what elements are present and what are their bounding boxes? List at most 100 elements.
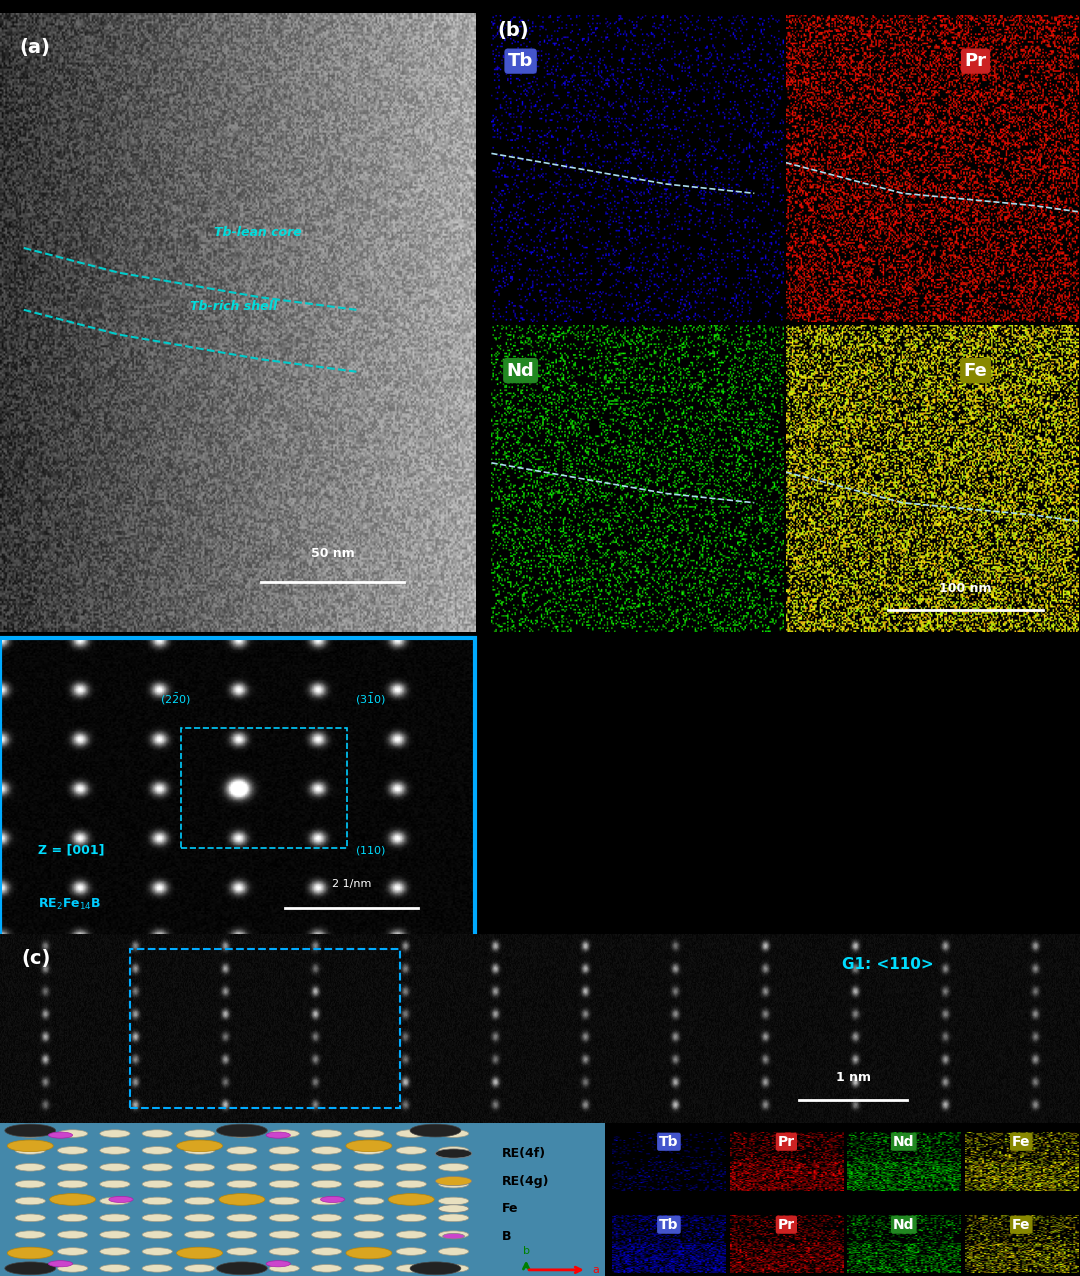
Circle shape — [216, 1262, 268, 1275]
Circle shape — [57, 1265, 87, 1272]
Text: Fe: Fe — [502, 1202, 518, 1215]
Circle shape — [354, 1265, 384, 1272]
Text: 1 nm: 1 nm — [836, 1072, 870, 1085]
Circle shape — [354, 1180, 384, 1188]
Text: Z = [001]: Z = [001] — [38, 843, 105, 857]
Text: Tb: Tb — [659, 1134, 678, 1148]
Circle shape — [57, 1197, 87, 1205]
Text: a: a — [593, 1265, 599, 1275]
Circle shape — [227, 1265, 257, 1272]
Text: Nd: Nd — [507, 361, 535, 379]
Circle shape — [185, 1129, 215, 1137]
Circle shape — [99, 1180, 130, 1188]
Circle shape — [311, 1180, 341, 1188]
Circle shape — [185, 1265, 215, 1272]
Circle shape — [15, 1164, 45, 1171]
Circle shape — [269, 1197, 299, 1205]
Text: RE(4g): RE(4g) — [502, 1175, 550, 1188]
Circle shape — [227, 1180, 257, 1188]
Circle shape — [269, 1231, 299, 1239]
Circle shape — [354, 1248, 384, 1256]
Circle shape — [438, 1180, 469, 1188]
Text: b: b — [523, 1247, 529, 1256]
Circle shape — [227, 1147, 257, 1155]
Circle shape — [57, 1164, 87, 1171]
Circle shape — [311, 1129, 341, 1137]
Circle shape — [269, 1213, 299, 1221]
Circle shape — [396, 1265, 427, 1272]
Circle shape — [396, 1147, 427, 1155]
Circle shape — [143, 1164, 173, 1171]
Circle shape — [99, 1164, 130, 1171]
Circle shape — [143, 1248, 173, 1256]
Circle shape — [438, 1265, 469, 1272]
Circle shape — [438, 1164, 469, 1171]
Text: Fe: Fe — [1012, 1134, 1030, 1148]
Circle shape — [216, 1124, 268, 1137]
Circle shape — [346, 1139, 392, 1152]
Circle shape — [227, 1248, 257, 1256]
Circle shape — [15, 1213, 45, 1221]
Text: Pr: Pr — [964, 52, 987, 70]
Text: 2 1/nm: 2 1/nm — [332, 879, 372, 889]
Circle shape — [4, 1124, 56, 1137]
Circle shape — [389, 1193, 434, 1206]
Circle shape — [99, 1231, 130, 1239]
Circle shape — [269, 1129, 299, 1137]
Circle shape — [311, 1265, 341, 1272]
Circle shape — [435, 1148, 472, 1159]
Circle shape — [311, 1231, 341, 1239]
Circle shape — [143, 1213, 173, 1221]
Circle shape — [227, 1231, 257, 1239]
Circle shape — [438, 1213, 469, 1221]
Circle shape — [57, 1213, 87, 1221]
Text: 50 nm: 50 nm — [311, 547, 354, 560]
Circle shape — [8, 1139, 53, 1152]
Text: 5 Å: 5 Å — [1014, 1257, 1032, 1267]
Text: (c): (c) — [22, 949, 51, 968]
Circle shape — [109, 1197, 133, 1202]
Text: Tb: Tb — [659, 1217, 678, 1231]
Circle shape — [8, 1247, 53, 1259]
Circle shape — [99, 1147, 130, 1155]
Circle shape — [143, 1180, 173, 1188]
Circle shape — [57, 1248, 87, 1256]
Text: Tb-lean core: Tb-lean core — [634, 1173, 721, 1185]
Circle shape — [438, 1129, 469, 1137]
Circle shape — [269, 1147, 299, 1155]
Circle shape — [410, 1262, 461, 1275]
Circle shape — [99, 1197, 130, 1205]
Circle shape — [443, 1234, 464, 1239]
Circle shape — [227, 1129, 257, 1137]
Text: RE$_2$Fe$_{14}$B: RE$_2$Fe$_{14}$B — [38, 897, 102, 912]
Circle shape — [219, 1193, 265, 1206]
Circle shape — [15, 1147, 45, 1155]
Circle shape — [177, 1139, 222, 1152]
Text: $(110)$: $(110)$ — [355, 845, 387, 857]
Circle shape — [15, 1197, 45, 1205]
Text: Pr: Pr — [778, 1217, 795, 1231]
Circle shape — [57, 1147, 87, 1155]
Circle shape — [49, 1261, 72, 1267]
Circle shape — [177, 1247, 222, 1259]
Circle shape — [143, 1147, 173, 1155]
Circle shape — [438, 1197, 469, 1205]
Circle shape — [354, 1213, 384, 1221]
Circle shape — [311, 1164, 341, 1171]
Circle shape — [227, 1197, 257, 1205]
Circle shape — [354, 1147, 384, 1155]
Circle shape — [227, 1164, 257, 1171]
Text: 100 nm: 100 nm — [940, 582, 991, 595]
Text: $(2\bar{2}0)$: $(2\bar{2}0)$ — [160, 693, 191, 707]
Circle shape — [266, 1132, 291, 1138]
Circle shape — [396, 1129, 427, 1137]
Text: RE(4f): RE(4f) — [502, 1147, 546, 1160]
Circle shape — [435, 1176, 472, 1185]
Circle shape — [15, 1129, 45, 1137]
Circle shape — [185, 1180, 215, 1188]
Circle shape — [99, 1265, 130, 1272]
Text: Pr: Pr — [778, 1134, 795, 1148]
Circle shape — [438, 1231, 469, 1239]
Circle shape — [50, 1193, 95, 1206]
Circle shape — [143, 1129, 173, 1137]
